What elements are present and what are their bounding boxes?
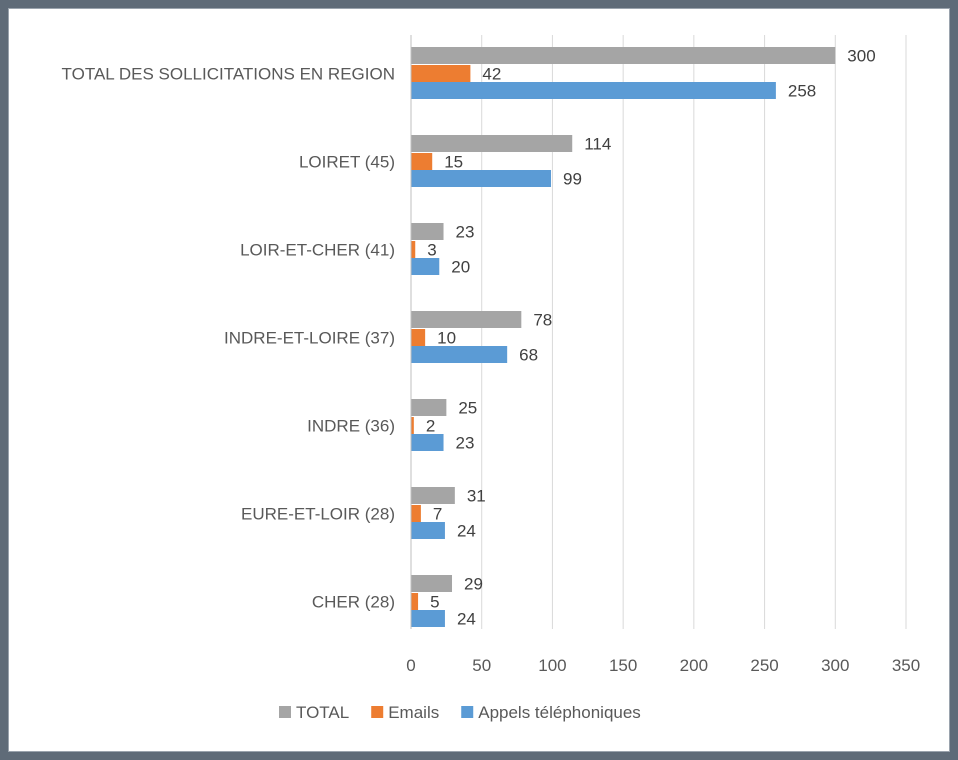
data-label-total-2: 23	[456, 223, 475, 242]
bar-emails-0	[411, 65, 471, 82]
data-label-total-1: 114	[584, 135, 611, 154]
data-label-emails-6: 5	[430, 593, 439, 612]
bar-appels-t-l-phoniques-5	[411, 522, 445, 539]
category-label-2: LOIR-ET-CHER (41)	[240, 241, 395, 260]
x-tick-label-150: 150	[609, 656, 637, 675]
bar-emails-5	[411, 505, 421, 522]
chart-frame: 300 42 258 TOTAL DES SOLLICITATIONS EN REGI…	[8, 8, 950, 752]
category-label-1: LOIRET (45)	[299, 153, 395, 172]
x-tick-label-50: 50	[472, 656, 491, 675]
data-label-emails-1: 15	[444, 153, 463, 172]
data-label-appels-t-l-phoniques-1: 99	[563, 170, 582, 189]
legend-label-1: Emails	[388, 703, 439, 722]
x-tick-label-0: 0	[406, 656, 415, 675]
category-label-3: INDRE-ET-LOIRE (37)	[224, 329, 395, 348]
bar-appels-t-l-phoniques-6	[411, 610, 445, 627]
data-label-emails-2: 3	[427, 241, 436, 260]
data-label-emails-5: 7	[433, 505, 442, 524]
data-label-total-6: 29	[464, 575, 483, 594]
bar-appels-t-l-phoniques-4	[411, 434, 444, 451]
legend-swatch-2	[461, 706, 474, 718]
bar-chart: 300 42 258 TOTAL DES SOLLICITATIONS EN REGI…	[62, 35, 920, 722]
bar-total-1	[411, 135, 573, 152]
bar-total-5	[411, 487, 455, 504]
x-tick-label-100: 100	[538, 656, 566, 675]
category-label-4: INDRE (36)	[307, 417, 395, 436]
bar-appels-t-l-phoniques-2	[411, 258, 440, 275]
bar-emails-6	[411, 593, 419, 610]
bar-total-4	[411, 399, 447, 416]
data-label-appels-t-l-phoniques-5: 24	[457, 522, 476, 541]
x-tick-label-250: 250	[750, 656, 778, 675]
data-label-total-0: 300	[847, 47, 875, 66]
legend-label-2: Appels téléphoniques	[478, 703, 641, 722]
data-label-appels-t-l-phoniques-3: 68	[519, 346, 538, 365]
bar-total-0	[411, 47, 836, 64]
data-label-appels-t-l-phoniques-0: 258	[788, 82, 816, 101]
category-label-0: TOTAL DES SOLLICITATIONS EN REGION	[62, 65, 395, 84]
bar-emails-2	[411, 241, 416, 258]
data-label-appels-t-l-phoniques-6: 24	[457, 610, 476, 629]
bar-appels-t-l-phoniques-1	[411, 170, 552, 187]
bar-total-6	[411, 575, 453, 592]
bar-total-2	[411, 223, 444, 240]
x-tick-label-300: 300	[821, 656, 849, 675]
x-tick-label-200: 200	[680, 656, 708, 675]
data-label-appels-t-l-phoniques-4: 23	[456, 434, 475, 453]
bar-emails-4	[411, 417, 414, 434]
bar-emails-3	[411, 329, 426, 346]
data-label-total-5: 31	[467, 487, 486, 506]
data-label-emails-0: 42	[482, 65, 501, 84]
data-label-emails-4: 2	[426, 417, 435, 436]
bar-appels-t-l-phoniques-3	[411, 346, 508, 363]
data-label-emails-3: 10	[437, 329, 456, 348]
bar-emails-1	[411, 153, 433, 170]
data-label-total-4: 25	[458, 399, 477, 418]
category-label-5: EURE-ET-LOIR (28)	[241, 505, 395, 524]
legend-swatch-1	[371, 706, 384, 718]
bar-appels-t-l-phoniques-0	[411, 82, 776, 99]
data-label-total-3: 78	[533, 311, 552, 330]
bar-total-3	[411, 311, 522, 328]
legend-swatch-0	[279, 706, 291, 718]
legend-label-0: TOTAL	[296, 703, 349, 722]
data-label-appels-t-l-phoniques-2: 20	[451, 258, 470, 277]
x-tick-label-350: 350	[892, 656, 920, 675]
category-label-6: CHER (28)	[312, 593, 395, 612]
